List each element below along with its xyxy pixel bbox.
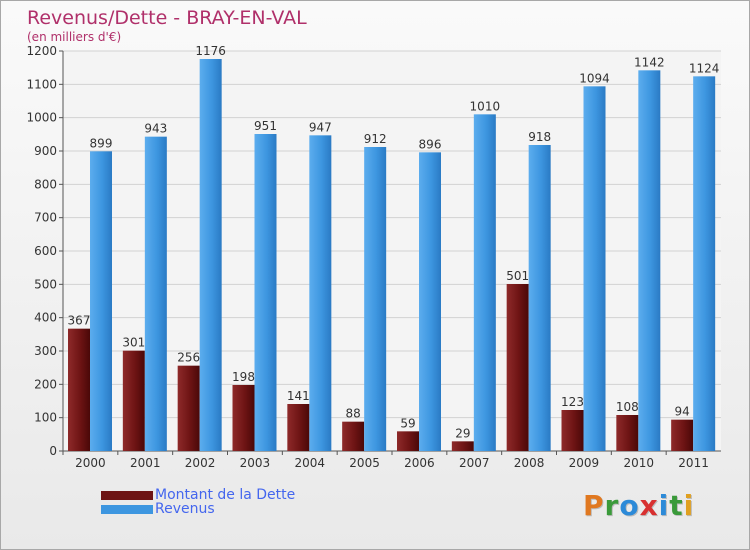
- logo-letter: r: [604, 489, 620, 522]
- x-tick-label: 2005: [349, 456, 380, 470]
- bar-debt: [122, 350, 145, 451]
- bar-revenus: [528, 145, 551, 451]
- bar-revenus: [473, 114, 496, 451]
- bar-debt: [342, 421, 365, 451]
- legend-item-revenus: Revenus: [101, 501, 215, 517]
- logo-letter: x: [639, 489, 659, 522]
- y-tick-label: 200: [34, 377, 57, 391]
- x-tick-label: 2010: [623, 456, 654, 470]
- logo-letter: i: [658, 489, 670, 522]
- data-label-debt: 141: [287, 389, 310, 403]
- legend-swatch-revenus: [101, 504, 153, 514]
- x-tick-label: 2001: [130, 456, 161, 470]
- data-label-debt: 88: [346, 407, 361, 421]
- logo-letter: P: [583, 489, 605, 522]
- data-label-debt: 29: [455, 426, 470, 440]
- bar-revenus: [364, 147, 387, 451]
- data-label-revenus: 912: [364, 132, 387, 146]
- y-tick-label: 1200: [26, 44, 57, 58]
- data-label-revenus: 943: [144, 122, 167, 136]
- bar-revenus: [638, 70, 661, 451]
- bar-debt: [671, 419, 694, 451]
- bar-revenus: [144, 136, 167, 451]
- x-tick-label: 2003: [240, 456, 271, 470]
- data-label-debt: 59: [400, 416, 415, 430]
- y-tick-label: 1000: [26, 111, 57, 125]
- bar-revenus: [419, 152, 441, 452]
- y-tick-label: 300: [34, 344, 57, 358]
- x-tick-label: 2000: [75, 456, 106, 470]
- y-tick-label: 500: [34, 277, 57, 291]
- x-tick-label: 2006: [404, 456, 435, 470]
- y-tick-label: 0: [49, 444, 57, 458]
- bar-debt: [451, 441, 474, 451]
- bar-revenus: [90, 151, 112, 452]
- x-tick-label: 2002: [185, 456, 216, 470]
- y-tick-label: 400: [34, 311, 57, 325]
- logo-letter: o: [619, 489, 640, 522]
- x-tick-label: 2011: [678, 456, 709, 470]
- data-label-debt: 123: [561, 395, 584, 409]
- data-label-revenus: 1094: [579, 71, 610, 85]
- data-label-revenus: 896: [419, 137, 442, 151]
- data-label-debt: 94: [675, 405, 690, 419]
- bar-debt: [177, 365, 200, 451]
- x-tick-label: 2007: [459, 456, 490, 470]
- data-label-revenus: 899: [90, 136, 113, 150]
- logo-letter: i: [683, 489, 695, 522]
- data-label-revenus: 1010: [470, 99, 501, 113]
- data-label-debt: 108: [616, 400, 639, 414]
- bar-debt: [506, 284, 529, 451]
- x-tick-label: 2009: [569, 456, 600, 470]
- legend-label-revenus: Revenus: [155, 501, 215, 517]
- chart-title: Revenus/Dette - BRAY-EN-VAL: [27, 7, 307, 29]
- bar-revenus: [309, 135, 332, 452]
- bar-revenus: [199, 59, 222, 451]
- chart-subtitle: (en milliers d'€): [27, 30, 122, 44]
- data-label-revenus: 1124: [689, 61, 720, 75]
- y-tick-label: 100: [34, 411, 57, 425]
- bar-debt: [232, 385, 255, 451]
- data-labels: 367 899 301 943 256 1176 198 951 141 947 88 912 59 89…: [68, 44, 720, 440]
- bar-debt: [561, 410, 584, 451]
- y-tick-label: 700: [34, 211, 57, 225]
- y-tick-label: 900: [34, 144, 57, 158]
- data-label-debt: 301: [122, 336, 145, 350]
- data-label-debt: 198: [232, 370, 255, 384]
- y-tick-label: 600: [34, 244, 57, 258]
- axes: 0 100 200 300 400 500 600 700 800 900 1000 1100 1200…: [26, 44, 721, 470]
- x-tick-label: 2004: [294, 456, 325, 470]
- legend-swatch-debt: [101, 490, 153, 500]
- x-tick-label: 2008: [514, 456, 545, 470]
- data-label-debt: 501: [506, 269, 529, 283]
- bar-revenus: [254, 134, 277, 451]
- data-label-revenus: 1142: [634, 55, 665, 69]
- bar-debt: [616, 415, 639, 451]
- bar-debt: [68, 328, 90, 451]
- bars: [68, 59, 716, 452]
- bar-debt: [397, 431, 419, 451]
- bar-debt: [287, 404, 310, 451]
- bar-revenus: [693, 76, 716, 451]
- y-tick-label: 1100: [26, 77, 57, 91]
- legend-label-debt: Montant de la Dette: [155, 487, 296, 503]
- data-label-revenus: 1176: [195, 44, 226, 58]
- bar-revenus: [583, 86, 606, 451]
- logo-letter: t: [669, 489, 684, 522]
- legend-item-debt: Montant de la Dette: [101, 487, 295, 503]
- data-label-revenus: 951: [254, 119, 277, 133]
- data-label-revenus: 947: [309, 120, 332, 134]
- data-label-debt: 367: [68, 314, 91, 328]
- gridlines: [63, 50, 721, 452]
- proxiti-logo: Proxiti: [583, 489, 694, 522]
- data-label-debt: 256: [177, 351, 200, 365]
- y-tick-label: 800: [34, 177, 57, 191]
- data-label-revenus: 918: [528, 130, 551, 144]
